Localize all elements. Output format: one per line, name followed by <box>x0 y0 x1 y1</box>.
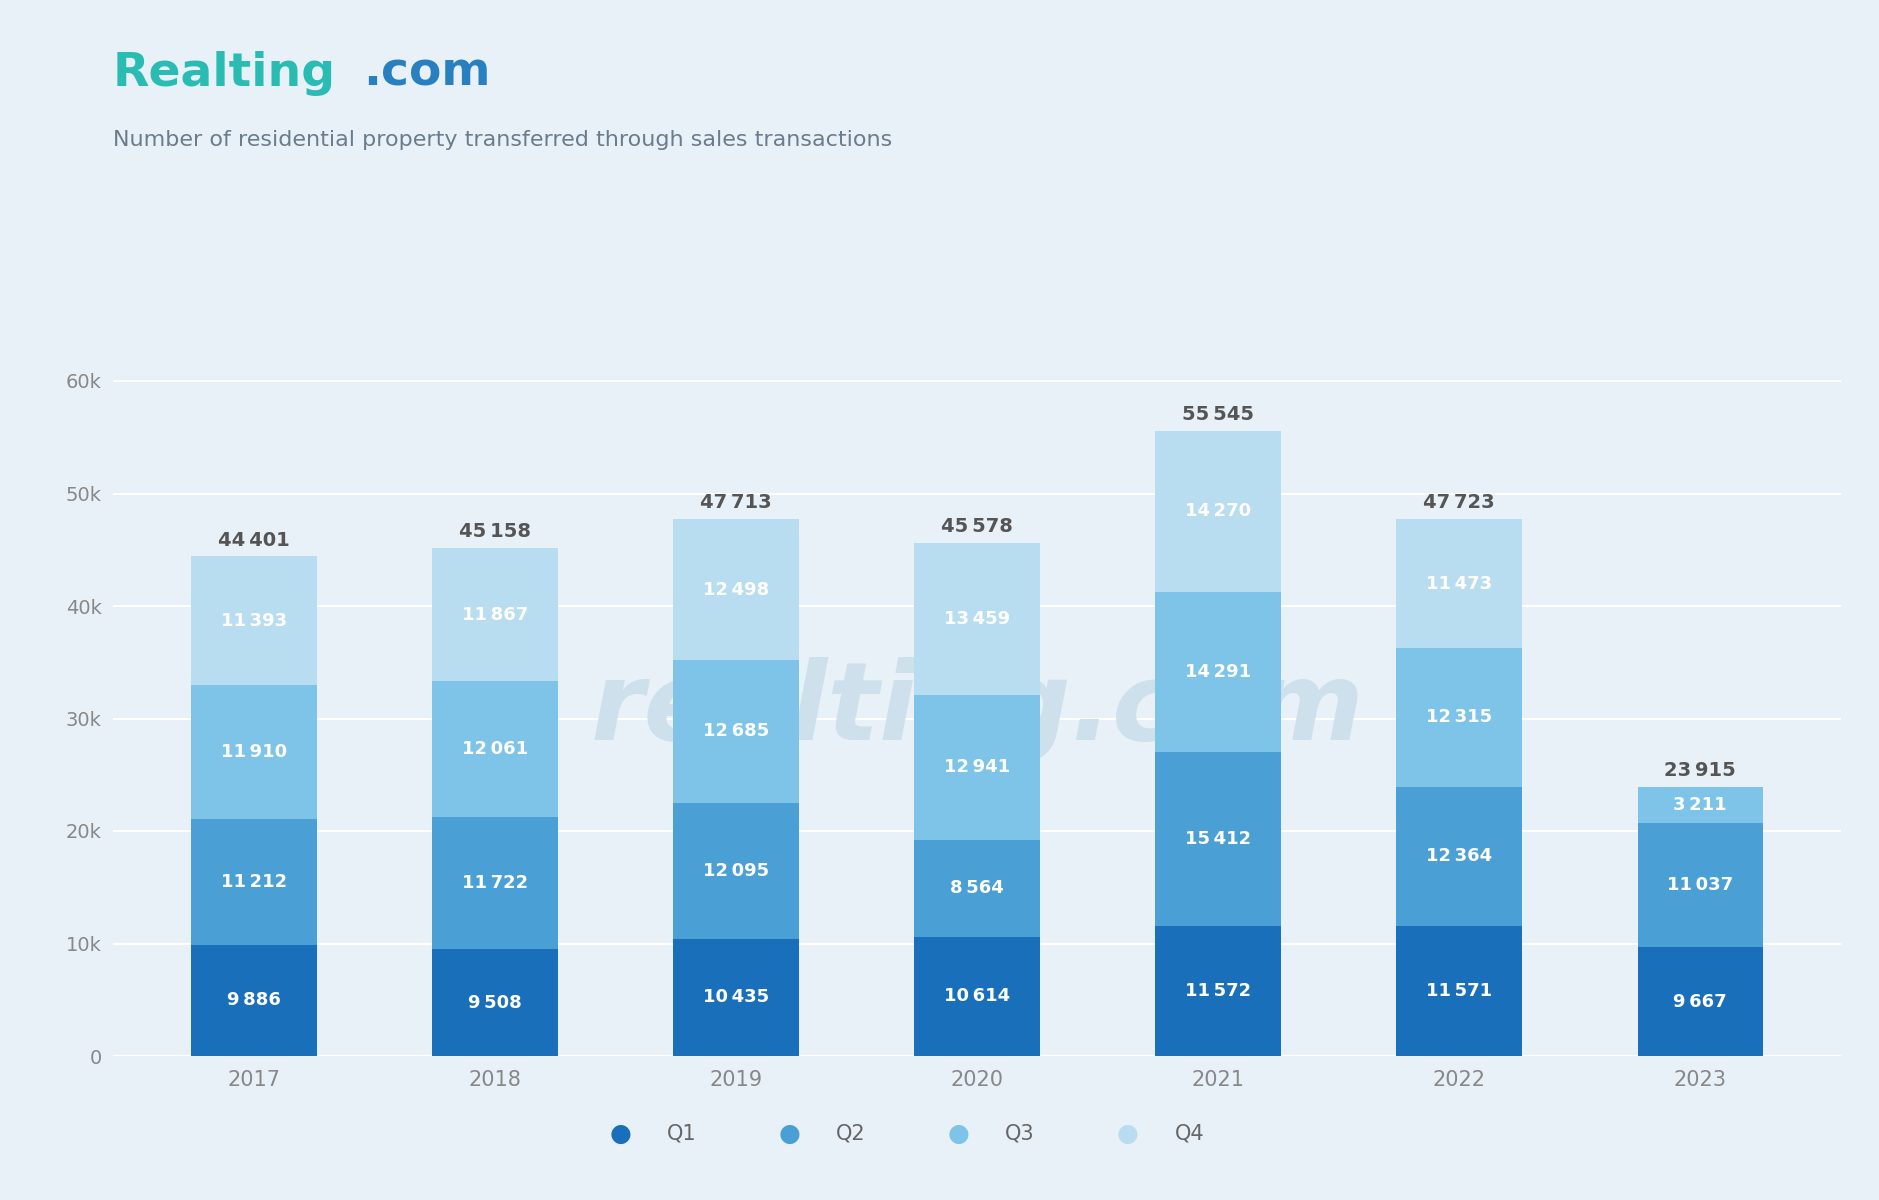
Bar <box>673 660 799 803</box>
Bar <box>432 949 558 1056</box>
Bar <box>1637 947 1763 1056</box>
Text: 14 291: 14 291 <box>1186 664 1251 682</box>
Bar <box>915 544 1039 695</box>
Text: 11 571: 11 571 <box>1426 982 1492 1000</box>
Bar <box>1637 823 1763 947</box>
Text: 11 910: 11 910 <box>222 743 287 761</box>
Text: 8 564: 8 564 <box>951 880 1003 898</box>
Text: 12 941: 12 941 <box>943 758 1011 776</box>
Bar <box>1396 520 1522 648</box>
Text: 45 158: 45 158 <box>458 522 532 541</box>
Bar <box>915 936 1039 1056</box>
Bar <box>915 840 1039 936</box>
Text: 11 037: 11 037 <box>1667 876 1732 894</box>
Text: Q4: Q4 <box>1174 1124 1204 1144</box>
Text: 12 498: 12 498 <box>703 581 769 599</box>
Text: 10 435: 10 435 <box>703 989 769 1007</box>
Text: 15 412: 15 412 <box>1186 830 1251 848</box>
Text: 11 212: 11 212 <box>222 872 287 890</box>
Bar <box>1156 592 1281 752</box>
Bar <box>673 520 799 660</box>
Bar <box>192 685 318 818</box>
Text: Realting: Realting <box>113 50 336 96</box>
Text: Q1: Q1 <box>667 1124 697 1144</box>
Bar <box>432 682 558 817</box>
Text: 9 508: 9 508 <box>468 994 522 1012</box>
Text: 12 095: 12 095 <box>703 862 769 880</box>
Text: .com: .com <box>363 50 490 96</box>
Text: Q3: Q3 <box>1005 1124 1035 1144</box>
Bar <box>1396 648 1522 787</box>
Text: 10 614: 10 614 <box>943 988 1011 1006</box>
Text: 12 685: 12 685 <box>703 722 769 740</box>
Text: 14 270: 14 270 <box>1186 503 1251 521</box>
Text: 55 545: 55 545 <box>1182 406 1253 425</box>
Bar <box>432 548 558 682</box>
Text: ●: ● <box>778 1122 800 1146</box>
Text: ●: ● <box>609 1122 631 1146</box>
Bar <box>192 557 318 685</box>
Text: Number of residential property transferred through sales transactions: Number of residential property transferr… <box>113 130 893 150</box>
Text: 3 211: 3 211 <box>1674 796 1727 814</box>
Text: 23 915: 23 915 <box>1665 761 1736 780</box>
Text: 13 459: 13 459 <box>943 610 1011 628</box>
Text: 44 401: 44 401 <box>218 530 289 550</box>
Text: 11 722: 11 722 <box>462 874 528 892</box>
Text: 11 473: 11 473 <box>1426 575 1492 593</box>
Bar <box>1156 431 1281 592</box>
Text: ●: ● <box>947 1122 970 1146</box>
Bar <box>915 695 1039 840</box>
Text: realting.com: realting.com <box>590 658 1364 763</box>
Bar <box>432 817 558 949</box>
Text: 12 061: 12 061 <box>462 740 528 758</box>
Text: 11 572: 11 572 <box>1186 982 1251 1000</box>
Bar <box>192 944 318 1056</box>
Bar <box>673 938 799 1056</box>
Text: 47 723: 47 723 <box>1422 493 1496 512</box>
Bar <box>1396 787 1522 926</box>
Text: Q2: Q2 <box>836 1124 866 1144</box>
Bar <box>1396 926 1522 1056</box>
Text: 11 867: 11 867 <box>462 606 528 624</box>
Bar <box>1637 787 1763 823</box>
Text: 12 315: 12 315 <box>1426 708 1492 726</box>
Bar <box>192 818 318 944</box>
Text: 9 667: 9 667 <box>1674 992 1727 1010</box>
Bar <box>673 803 799 938</box>
Text: 9 886: 9 886 <box>227 991 282 1009</box>
Bar <box>1156 926 1281 1056</box>
Text: ●: ● <box>1116 1122 1139 1146</box>
Text: 11 393: 11 393 <box>222 612 287 630</box>
Text: 12 364: 12 364 <box>1426 847 1492 865</box>
Bar <box>1156 752 1281 926</box>
Text: 47 713: 47 713 <box>701 493 772 512</box>
Text: 45 578: 45 578 <box>941 517 1013 536</box>
